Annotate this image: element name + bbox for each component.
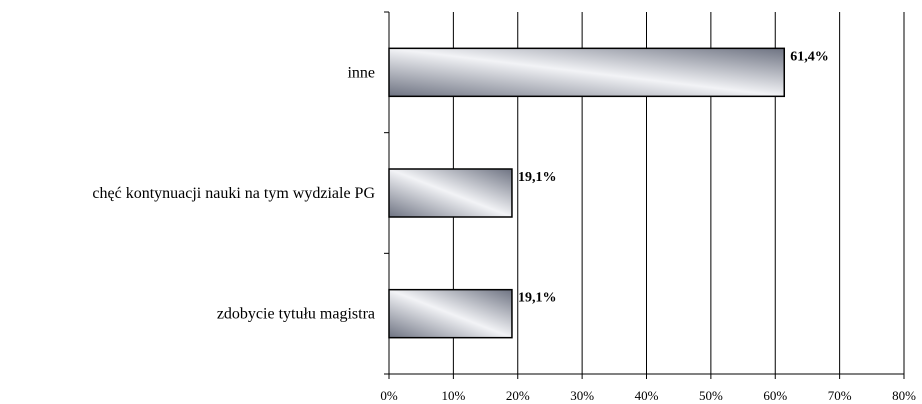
x-tick-label: 10% (441, 388, 465, 403)
x-tick-label: 80% (892, 388, 916, 403)
bar (388, 47, 786, 98)
data-label: 19,1% (518, 291, 557, 306)
x-tick-label: 20% (506, 388, 530, 403)
x-tick-label: 40% (635, 388, 659, 403)
x-tick-label: 60% (763, 388, 787, 403)
x-tick-label: 70% (828, 388, 852, 403)
x-tick-label: 50% (699, 388, 723, 403)
category-label: chęć kontynuacji nauki na tym wydziale P… (92, 185, 375, 202)
bar (388, 168, 513, 218)
bar (388, 288, 513, 339)
x-tick-label: 30% (570, 388, 594, 403)
data-label: 19,1% (518, 170, 557, 185)
x-tick-label: 0% (380, 388, 398, 403)
category-label: zdobycie tytułu magistra (217, 306, 375, 323)
category-label: inne (347, 64, 375, 81)
data-label: 61,4% (790, 49, 829, 64)
